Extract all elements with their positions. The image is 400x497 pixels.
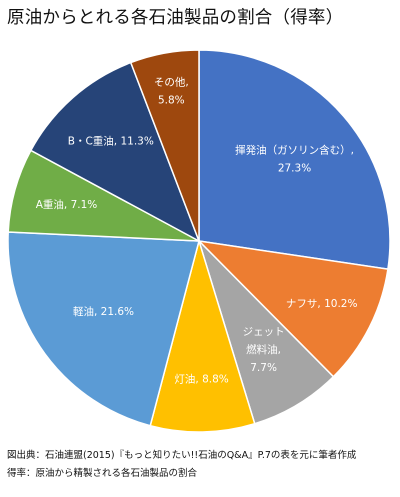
pie-slice-5 [7, 231, 200, 427]
slice-label-3: ジェット燃料油, 7.7% [243, 326, 285, 374]
slice-label-4: 灯油, 8.8% [174, 373, 228, 386]
slice-label-5: 軽油, 21.6% [73, 305, 134, 318]
slice-label-2: ナフサ, 10.2% [286, 298, 358, 310]
slice-label-8: その他, 5.8% [154, 76, 189, 107]
yield-definition-note: 得率：原油から精製される各石油製品の割合 [7, 468, 198, 479]
slice-label-6: A重油, 7.1% [36, 198, 98, 211]
pie-slice-labels: 揮発油（ガソリン含む）, 27.3% ナフサ, 10.2% ジェット燃料油, 7.7% 灯… [36, 76, 358, 386]
chart-title: 原油からとれる各石油製品の割合（得率） [7, 8, 344, 28]
pie-slice-8 [129, 49, 200, 242]
source-note: 図出典：石油連盟(2015)『もっと知りたい!!石油のQ&A』P.7の表を元に筆… [7, 450, 357, 461]
pie-slice-2 [196, 239, 389, 378]
slice-label-7: B・C重油, 11.3% [68, 135, 154, 148]
pie-slice-7 [29, 61, 201, 243]
pie-slice-1 [198, 49, 391, 271]
slice-label-1: 揮発油（ガソリン含む）, 27.3% [235, 144, 354, 175]
pie-slice-4 [149, 238, 256, 433]
pie-slice-3 [198, 240, 335, 425]
pie-slices [7, 49, 391, 433]
